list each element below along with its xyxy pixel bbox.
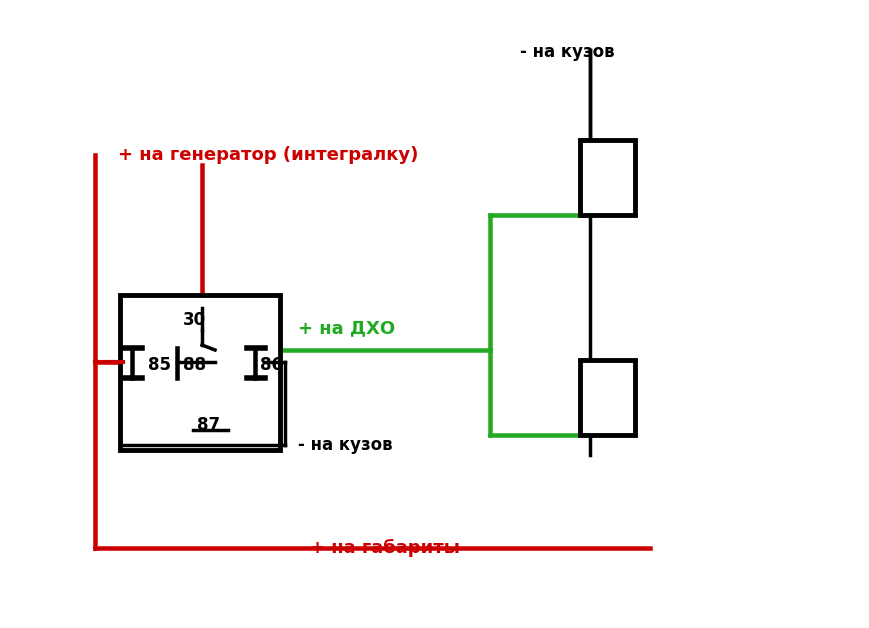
Text: + на генератор (интегралку): + на генератор (интегралку) <box>118 146 418 164</box>
Bar <box>120 295 280 450</box>
Text: - на кузов: - на кузов <box>298 436 392 454</box>
Text: 30: 30 <box>182 311 206 329</box>
Bar <box>580 140 634 215</box>
Text: 88: 88 <box>182 356 206 374</box>
Text: 85: 85 <box>148 356 171 374</box>
Bar <box>580 360 634 435</box>
Text: 87: 87 <box>196 416 220 434</box>
Text: + на ДХО: + на ДХО <box>298 319 395 337</box>
Text: + на габариты: + на габариты <box>309 539 460 557</box>
Text: - на кузов: - на кузов <box>520 43 614 61</box>
Text: 86: 86 <box>260 356 282 374</box>
